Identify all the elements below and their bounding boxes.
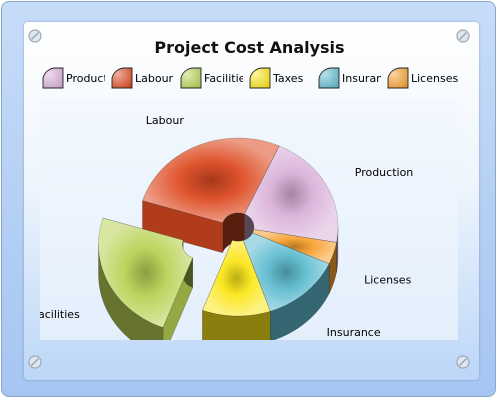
legend-label: Taxes: [273, 72, 304, 85]
legend-label: Facilities: [204, 72, 243, 85]
screw-icon: [28, 29, 42, 43]
legend-swatch: [42, 67, 64, 89]
pie-slice-facilities: [98, 217, 194, 340]
legend-swatch: [180, 67, 202, 89]
legend-label: Licenses: [411, 72, 459, 85]
slice-label-licenses: Licenses: [364, 274, 411, 287]
slice-label-facilities: Facilities: [40, 308, 80, 321]
pie-chart: ProductionLabourFacilitiesTaxesInsurance…: [40, 114, 414, 340]
slice-label-insurance: Insurance: [327, 326, 381, 339]
screw-icon: [456, 355, 470, 369]
screw-icon: [456, 29, 470, 43]
legend-swatch: [249, 67, 271, 89]
legend-swatch: [318, 67, 340, 89]
legend-swatch: [111, 67, 133, 89]
legend-label: Labour: [135, 72, 174, 85]
pie-slice-taxes: [202, 239, 271, 340]
plot-area: ProductionLabourFacilitiesTaxesInsurance…: [40, 100, 458, 340]
screw-icon: [28, 355, 42, 369]
chart-title: Project Cost Analysis: [154, 38, 345, 57]
legend-label: Insurance: [342, 72, 381, 85]
slice-label-labour: Labour: [146, 114, 185, 127]
slice-label-production: Production: [355, 166, 414, 179]
legend-label: Production: [66, 72, 105, 85]
legend-swatch: [387, 67, 409, 89]
